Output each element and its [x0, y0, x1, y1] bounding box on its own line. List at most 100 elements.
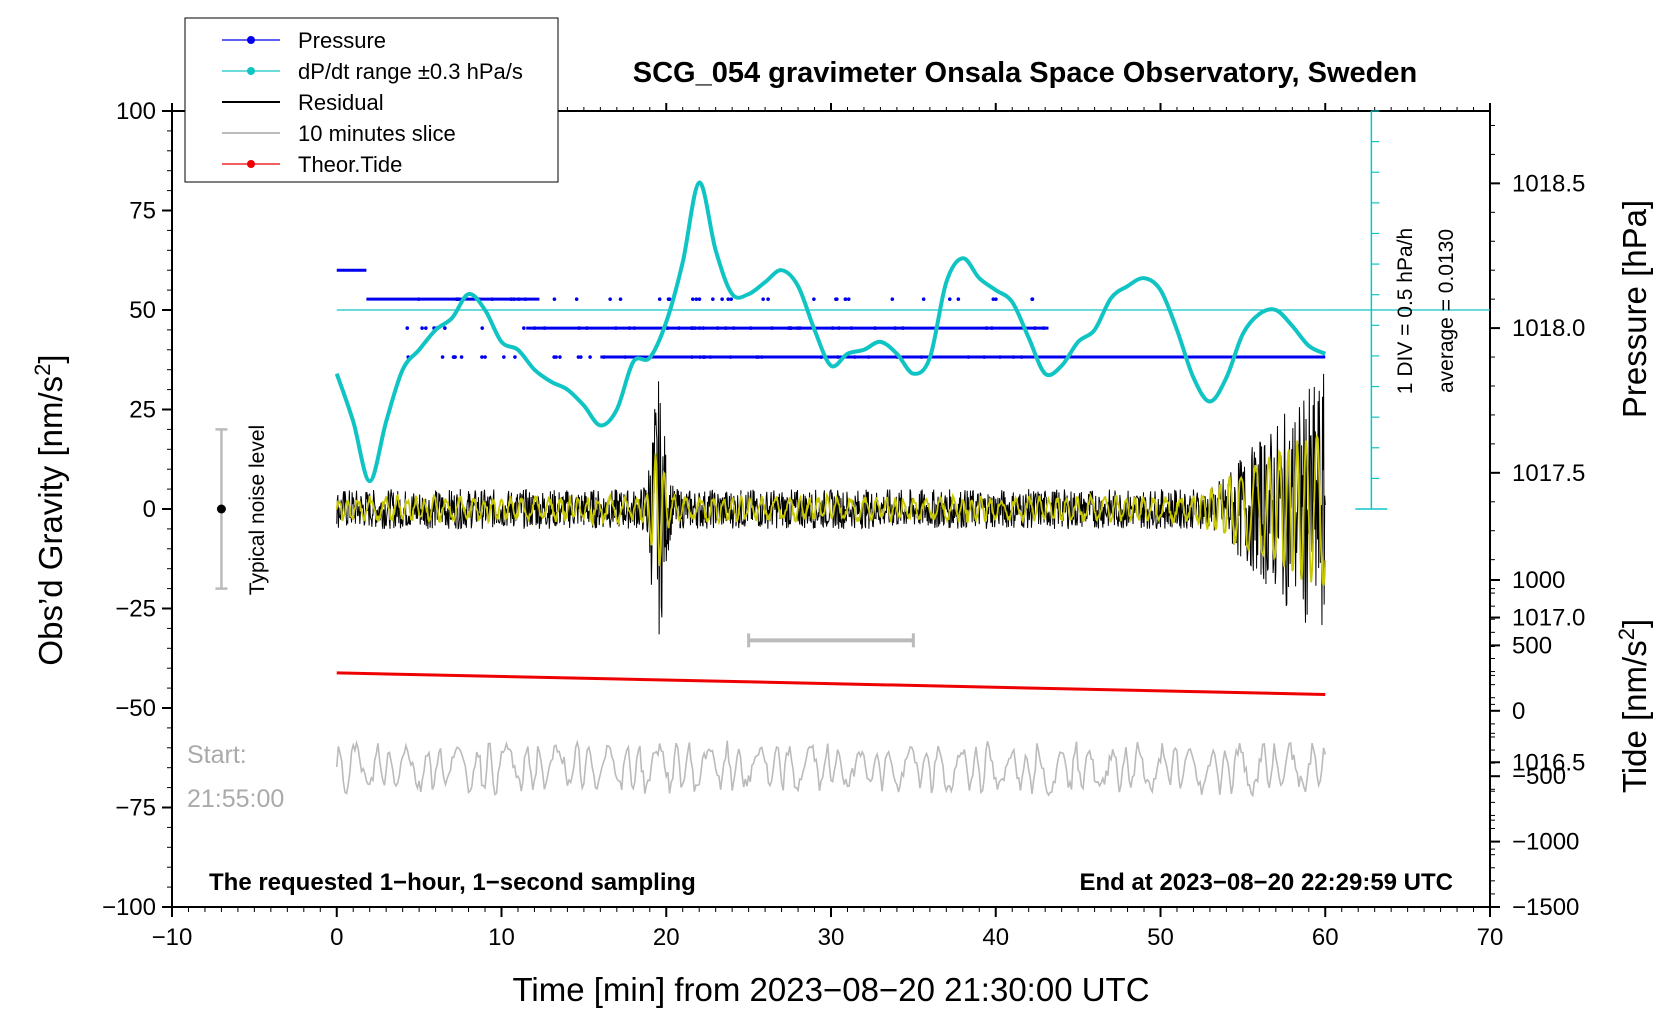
- footer-right: End at 2023−08−20 22:29:59 UTC: [1079, 869, 1453, 896]
- noise-center-point: [216, 504, 226, 514]
- pressure-point: [516, 297, 521, 301]
- start-time-label: 21:55:00: [187, 785, 284, 813]
- tide-line: [336, 671, 1326, 696]
- y-tick-label: 75: [129, 198, 156, 225]
- pressure-point: [702, 355, 707, 359]
- y-label-left-sup: 2: [30, 364, 55, 376]
- pressure-point: [893, 326, 897, 330]
- pressure-point: [588, 355, 592, 359]
- x-tick-label: 70: [1477, 924, 1504, 951]
- tide-tick-label: −1000: [1512, 829, 1579, 856]
- pressure-point: [416, 297, 421, 301]
- dpdt-curve: [334, 180, 1327, 484]
- pressure-point: [994, 297, 998, 301]
- pressure-point: [456, 297, 461, 301]
- y-label-left-text: Obs’d Gravity [nm/s: [32, 376, 69, 666]
- pressure-point: [574, 297, 579, 301]
- chart-title: SCG_054 gravimeter Onsala Space Observat…: [633, 57, 1417, 89]
- y-tick-label: −25: [115, 596, 156, 623]
- pressure-point: [728, 355, 733, 359]
- pressure-point: [532, 326, 537, 330]
- pressure-point: [711, 297, 715, 301]
- y-tick-label: 50: [129, 297, 156, 324]
- pressure-point: [554, 355, 558, 359]
- pressure-tick-label: 1016.5: [1512, 749, 1585, 776]
- y-tick-label: 0: [143, 496, 156, 523]
- dpdt-series: [334, 180, 1490, 484]
- pressure-tick-label: 1017.5: [1512, 460, 1585, 487]
- pressure-point: [990, 326, 994, 330]
- pressure-point: [459, 355, 464, 359]
- pressure-tick-label: 1018.0: [1512, 315, 1585, 342]
- pressure-point: [552, 297, 557, 301]
- pressure-point: [873, 326, 877, 330]
- pressure-point: [694, 297, 699, 301]
- pressure-point: [480, 355, 484, 359]
- pressure-point: [846, 297, 851, 301]
- pressure-series: [336, 268, 1326, 359]
- slice-curve: [335, 739, 1327, 798]
- pressure-point: [483, 355, 487, 359]
- legend-label: Theor.Tide: [298, 152, 402, 177]
- pressure-point: [608, 297, 612, 301]
- legend-marker: [247, 67, 255, 75]
- pressure-point: [677, 326, 681, 330]
- pressure-point: [866, 355, 871, 359]
- annotations: [215, 110, 1388, 590]
- pressure-point: [657, 297, 662, 301]
- pressure-point: [947, 297, 952, 301]
- pressure-point: [513, 355, 517, 359]
- tide-tick-label: 1000: [1512, 567, 1565, 594]
- pressure-point: [837, 326, 841, 330]
- pressure-point: [835, 297, 839, 301]
- noise-level-label: Typical noise level: [246, 425, 269, 595]
- pressure-point: [502, 355, 506, 359]
- pressure-point: [966, 355, 971, 359]
- pressure-point: [523, 297, 528, 301]
- pressure-point: [956, 297, 961, 301]
- legend-label: Pressure: [298, 28, 386, 53]
- legend-label: Residual: [298, 90, 384, 115]
- pressure-point: [522, 326, 526, 330]
- pressure-point: [919, 355, 924, 359]
- y-label-tide-text: Tide [nm/s: [1616, 640, 1653, 793]
- tide-tick-label: 0: [1512, 698, 1525, 725]
- pressure-point: [480, 326, 485, 330]
- tide-tick-label: 500: [1512, 632, 1552, 659]
- pressure-point: [849, 326, 854, 330]
- pressure-point: [451, 355, 456, 359]
- pressure-point: [770, 326, 774, 330]
- pressure-point: [701, 326, 706, 330]
- pressure-point: [724, 326, 728, 330]
- x-tick-label: 40: [982, 924, 1009, 951]
- pressure-point: [843, 297, 848, 301]
- pressure-point: [667, 297, 672, 301]
- x-tick-label: 50: [1147, 924, 1174, 951]
- y-axis-label-tide: Tide [nm/s2]: [1614, 619, 1653, 793]
- tide-tick-label: −500: [1512, 763, 1566, 790]
- y-label-tide-sup: 2: [1614, 628, 1639, 640]
- pressure-point: [731, 326, 736, 330]
- pressure-point: [618, 297, 623, 301]
- pressure-point: [440, 355, 445, 359]
- pressure-point: [665, 326, 670, 330]
- x-tick-label: −10: [152, 924, 193, 951]
- x-tick-label: 20: [653, 924, 680, 951]
- pressure-point: [577, 326, 582, 330]
- residual-series: [335, 373, 1327, 635]
- y-axis-label-pressure: Pressure [hPa]: [1616, 200, 1653, 418]
- pressure-point: [726, 297, 731, 301]
- pressure-point: [490, 297, 495, 301]
- pressure-point: [812, 297, 816, 301]
- y-axis-label-left: Obs’d Gravity [nm/s2]: [30, 354, 69, 665]
- residual-curve: [336, 373, 1326, 635]
- pressure-point: [602, 355, 606, 359]
- pressure-point: [1019, 355, 1024, 359]
- scale-average-label: average = 0.0130: [1435, 229, 1458, 393]
- pressure-point: [405, 326, 410, 330]
- pressure-point: [585, 326, 589, 330]
- pressure-point: [542, 326, 547, 330]
- pressure-point: [1030, 297, 1034, 301]
- legend: Pressure dP/dt range ±0.3 hPa/s Residual 10…: [184, 17, 559, 183]
